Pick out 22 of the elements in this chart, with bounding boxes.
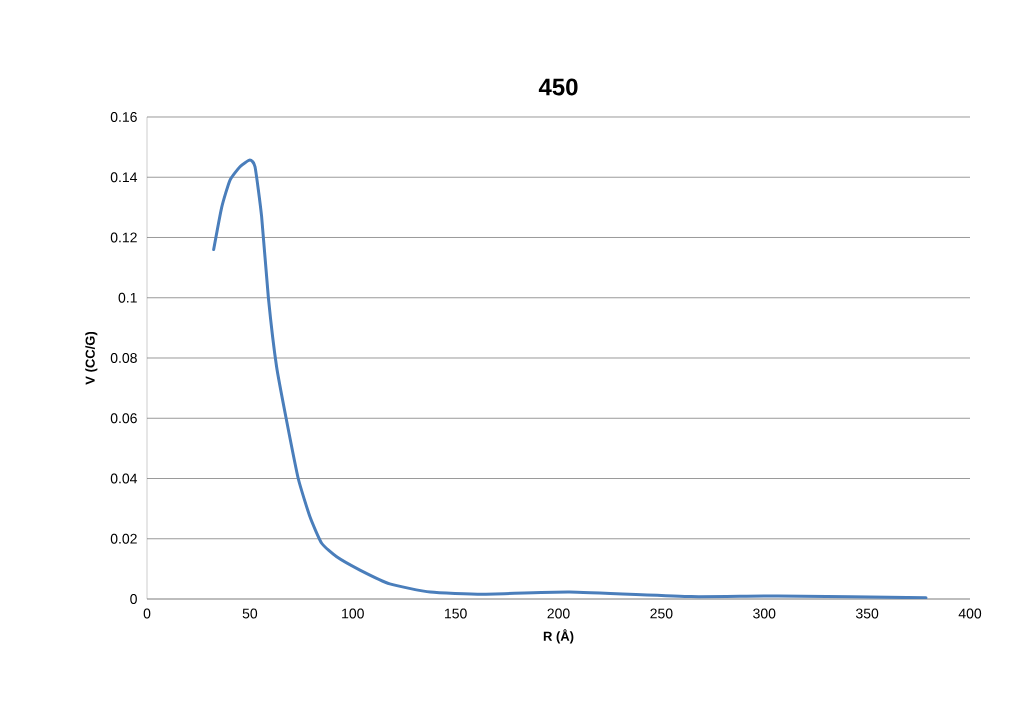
y-axis-title: V (CC/G)	[85, 331, 98, 385]
x-tick-label: 250	[650, 608, 673, 619]
y-tick-label: 0.08	[110, 353, 137, 363]
y-tick-label: 0.1	[118, 292, 137, 303]
y-tick-label: 0.12	[110, 232, 137, 243]
y-tick-label: 0.14	[110, 172, 138, 183]
x-tick-label: 300	[753, 608, 776, 619]
x-tick-label: 150	[445, 608, 467, 619]
chart-title: 450	[538, 78, 578, 96]
x-tick-label: 350	[855, 608, 879, 619]
y-tick-label: 0.02	[110, 533, 137, 544]
line-series	[212, 158, 928, 599]
x-tick-label: 400	[958, 608, 982, 619]
y-tick-label: 0	[130, 594, 137, 604]
x-tick-label: 0	[143, 608, 151, 619]
y-tick-label: 0.04	[110, 473, 138, 484]
x-axis-title: R (Å)	[543, 629, 574, 644]
x-tick-label: 50	[242, 608, 258, 619]
y-tick-label: 0.06	[110, 413, 137, 424]
x-tick-label: 200	[547, 608, 570, 619]
x-tick-label: 100	[342, 608, 364, 619]
y-tick-label: 0.16	[110, 112, 137, 122]
